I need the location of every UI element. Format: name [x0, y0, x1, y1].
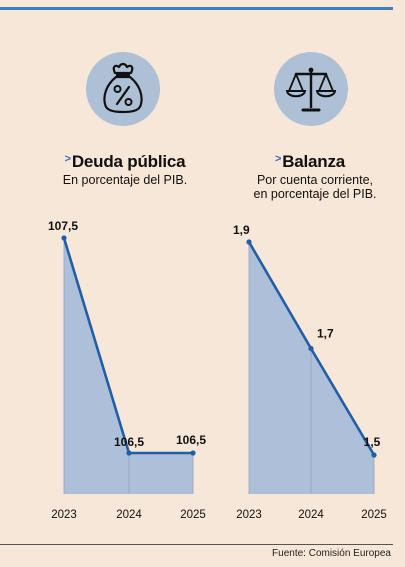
top-accent-bar [0, 7, 393, 10]
panel-title-deuda: >Deuda pública [64, 152, 186, 171]
panel-subtitle-deuda: En porcentaje del PIB. [62, 173, 188, 187]
data-label: 1,9 [233, 223, 250, 237]
data-point [308, 345, 314, 352]
x-tick-label: 2023 [236, 509, 262, 521]
charts-canvas: 107,5 2023 106,5 2024 106,5 2025 1,9 2023 1,7 202… [48, 219, 387, 521]
bottom-rule [0, 544, 393, 545]
data-point [61, 235, 67, 241]
source-note: Fuente: Comisión Europea [272, 548, 391, 559]
percent-bag-icon [86, 52, 160, 126]
data-label: 107,5 [48, 219, 78, 233]
panel-title-balanza: >Balanza [274, 152, 346, 171]
x-tick-label: 2024 [298, 509, 324, 521]
data-point [190, 450, 196, 456]
x-tick-label: 2025 [180, 509, 206, 521]
data-label: 106,5 [114, 435, 144, 449]
data-point [371, 452, 377, 458]
area-fill-2 [249, 242, 374, 494]
x-tick-label: 2025 [361, 509, 387, 521]
caret-icon: > [274, 153, 282, 165]
data-label: 1,5 [364, 435, 381, 449]
data-point [126, 450, 132, 456]
x-tick-label: 2024 [116, 509, 142, 521]
data-label: 1,7 [317, 327, 334, 341]
caret-icon: > [64, 153, 71, 165]
balance-scale-icon [274, 52, 348, 126]
x-tick-label: 2023 [51, 509, 77, 521]
data-label: 106,5 [176, 433, 206, 447]
panel-subtitle-balanza: Por cuenta corriente, en porcentaje del … [253, 173, 377, 201]
area-fill-1 [64, 238, 193, 494]
data-point [246, 239, 252, 245]
